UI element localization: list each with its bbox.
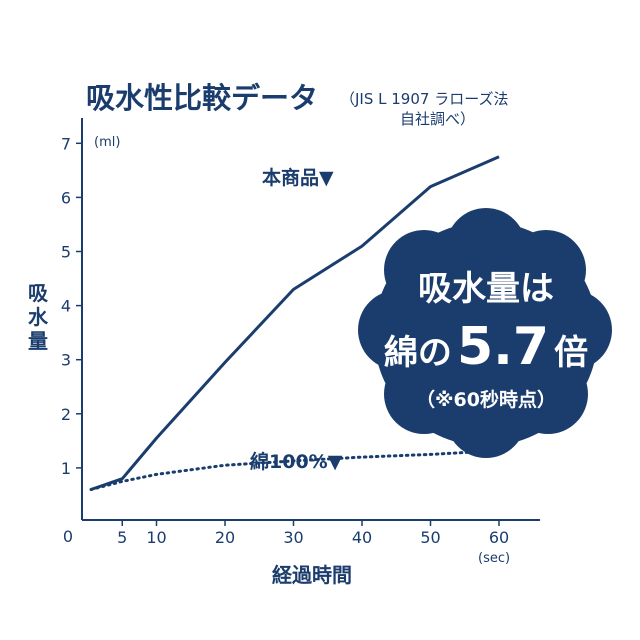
callout-line3: （※60秒時点） <box>416 388 556 411</box>
series-group <box>89 155 501 491</box>
callout-line2-suffix: 倍 <box>554 333 588 373</box>
title-note-line1: （JIS L 1907 ラローズ法 <box>340 90 508 108</box>
series-line-1 <box>89 449 501 491</box>
callout-cloud-shape <box>358 208 612 458</box>
y-tick-label: 4 <box>61 297 71 316</box>
y-axis-unit: (ml) <box>94 135 120 150</box>
series-label-cotton: 綿100%▼ <box>250 450 343 473</box>
x-tick-label: 50 <box>420 528 440 547</box>
y-axis-label-char-2: 水 <box>28 305 49 329</box>
y-tick-label: 6 <box>61 188 71 207</box>
x-axis-label: 経過時間 <box>272 563 352 587</box>
series-label-product: 本商品▼ <box>262 166 334 189</box>
y-ticks: 1 2 3 4 5 6 7 <box>61 134 82 478</box>
y-tick-label: 5 <box>61 243 71 262</box>
y-axis-label-char-3: 量 <box>28 329 48 353</box>
x-tick-label: 60 <box>489 528 509 547</box>
x-axis-unit: (sec) <box>478 551 510 566</box>
y-tick-label: 3 <box>61 351 71 370</box>
callout-value: 5.7 <box>457 317 549 377</box>
x-tick-label: 10 <box>146 528 166 547</box>
x-tick-label: 20 <box>215 528 235 547</box>
x-ticks: 5 10 20 30 40 50 60 <box>117 520 509 547</box>
callout-line2-prefix: 綿の <box>384 333 452 373</box>
series-line-0 <box>90 155 500 491</box>
chart-title: 吸水性比較データ <box>86 81 318 115</box>
x-tick-label: 30 <box>283 528 303 547</box>
y-tick-label: 7 <box>61 134 71 153</box>
y-tick-label: 2 <box>61 405 71 424</box>
x-tick-label: 40 <box>352 528 372 547</box>
y-axis-label-char-1: 吸 <box>28 281 49 305</box>
x-tick-label: 5 <box>117 528 127 547</box>
callout-badge: 吸水量は 綿の 5.7 倍 （※60秒時点） <box>358 208 612 458</box>
title-note-line2: 自社調べ） <box>400 110 475 128</box>
y-tick-label: 1 <box>61 459 71 478</box>
callout-line1: 吸水量は <box>418 269 554 309</box>
origin-label: 0 <box>63 527 73 546</box>
callout-line2: 綿の 5.7 倍 <box>384 317 588 377</box>
